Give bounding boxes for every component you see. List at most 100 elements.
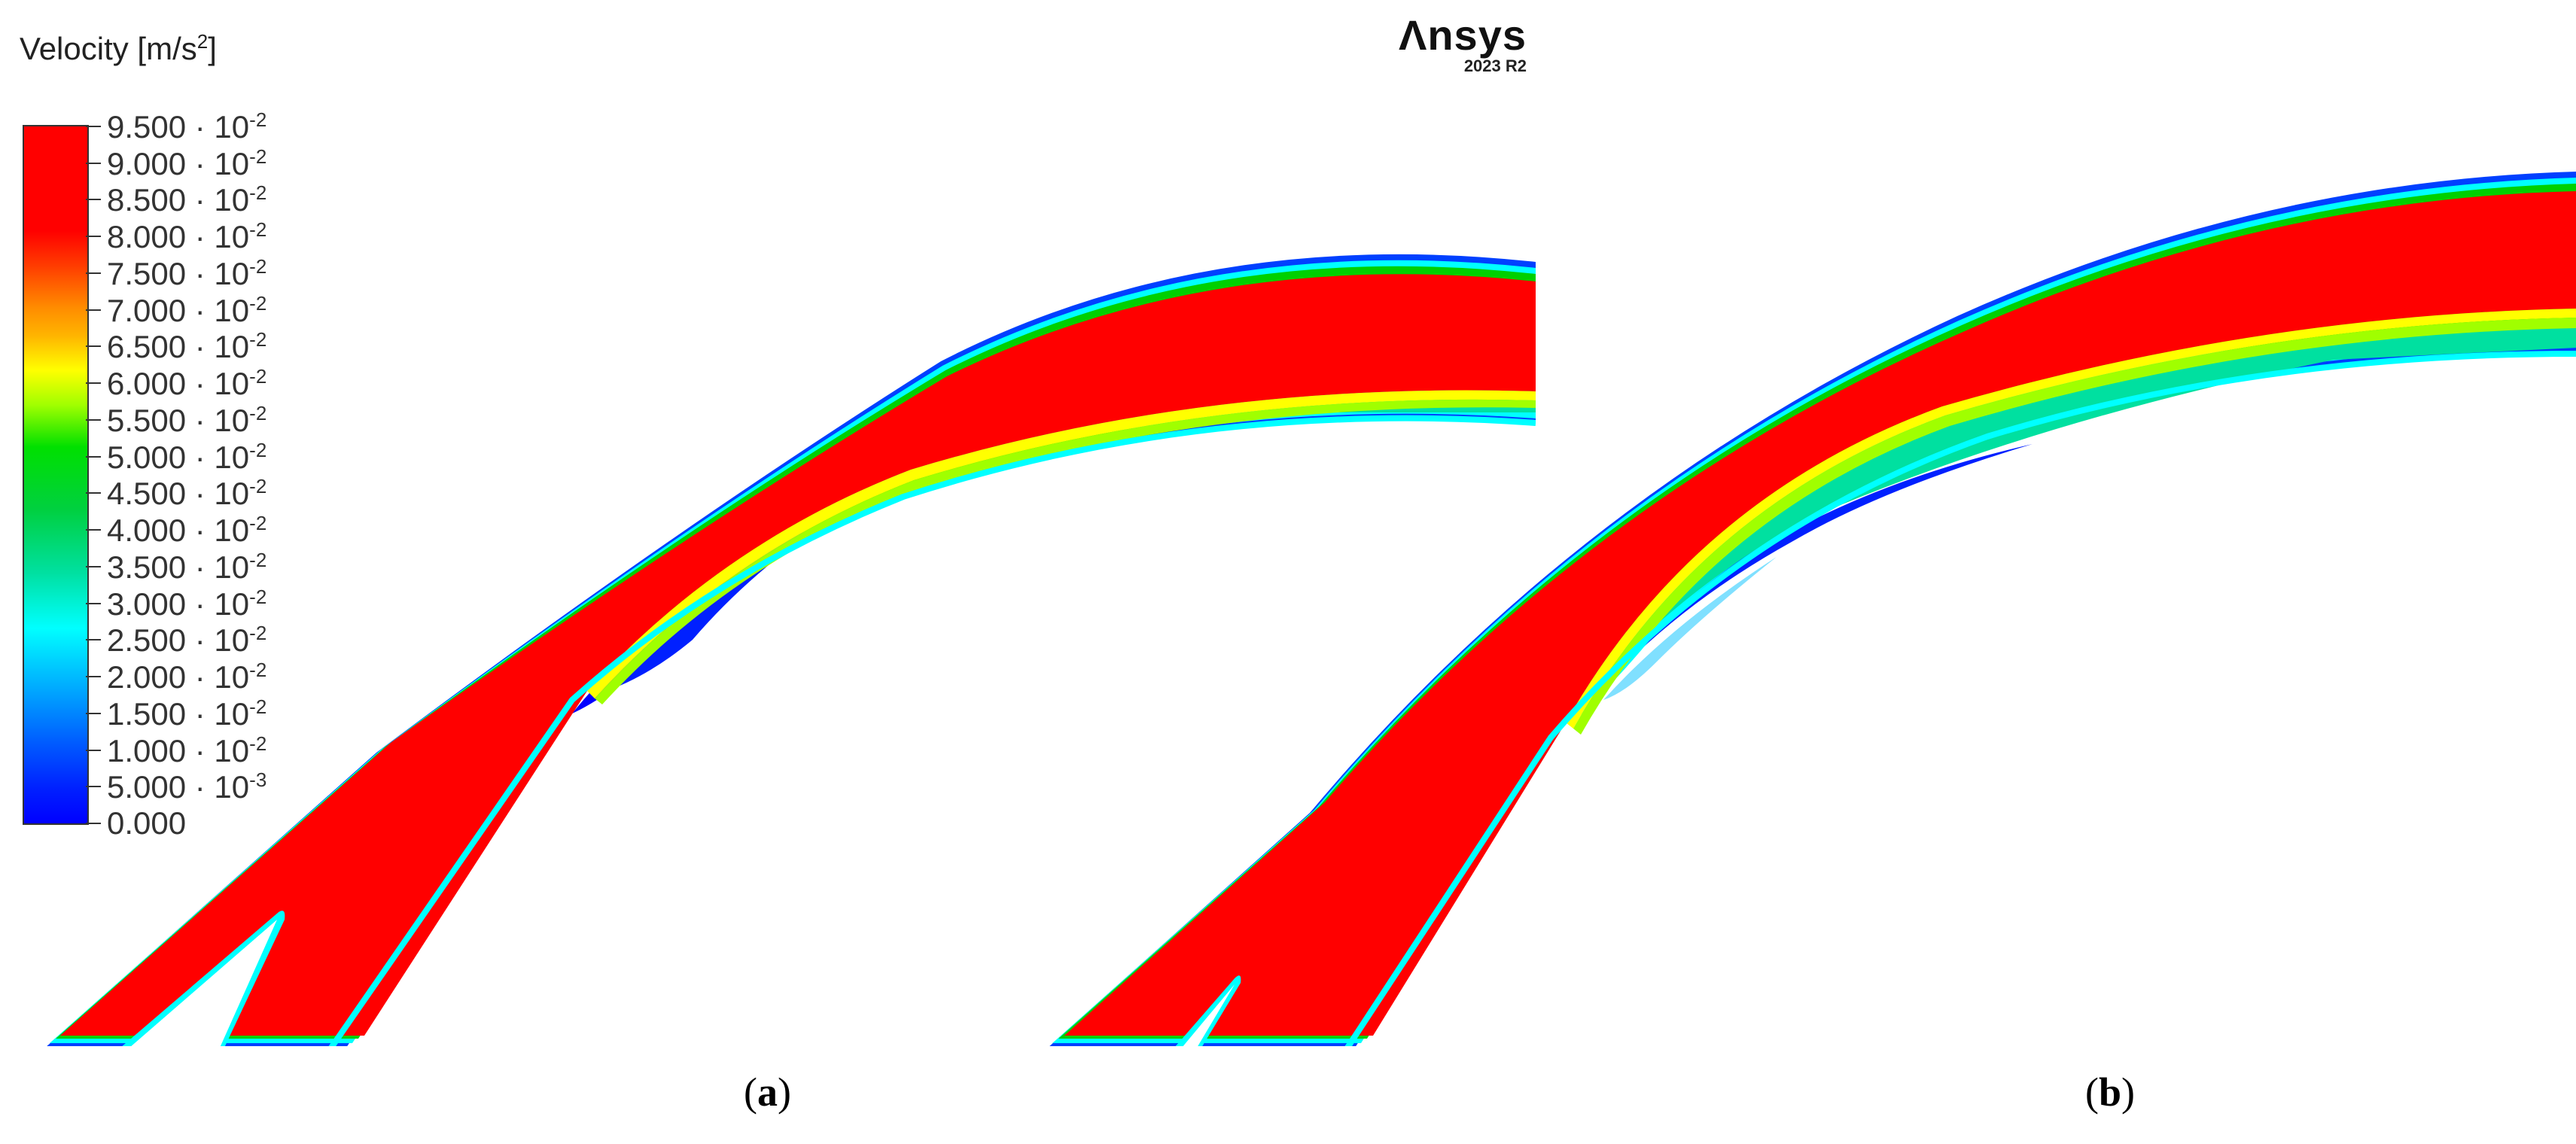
colorbar-tick-mantissa: 5.500 · 10: [107, 402, 250, 438]
panel-label-a-open: (: [744, 1069, 757, 1115]
colorbar-tick-label: 9.000 · 10-2: [107, 147, 266, 180]
colorbar-tick-mark: [86, 272, 101, 274]
colorbar-tick-label: 8.000 · 10-2: [107, 220, 266, 253]
colorbar-tick-mantissa: 7.000 · 10: [107, 292, 250, 328]
colorbar-tick-mantissa: 7.500 · 10: [107, 255, 250, 291]
panel-label-a: (a): [744, 1069, 791, 1115]
legend-title-text: Velocity [m/s: [20, 31, 197, 66]
colorbar-tick-exponent: -2: [249, 512, 267, 535]
panel-label-b-open: (: [2085, 1069, 2099, 1115]
colorbar-tick-mark: [86, 639, 101, 641]
colorbar-tick-mark: [86, 382, 101, 385]
panel-a-recirculation-zone: [557, 376, 1536, 723]
velocity-colorbar: [23, 125, 89, 825]
colorbar-tick-mantissa: 2.500 · 10: [107, 622, 250, 659]
ansys-logo: Λnsys 2023 R2: [1391, 11, 1527, 76]
colorbar-tick-label: 8.500 · 10-2: [107, 183, 266, 216]
colorbar-tick-mantissa: 6.000 · 10: [107, 366, 250, 402]
colorbar-tick-exponent: -2: [249, 254, 267, 278]
colorbar-tick-exponent: -2: [249, 108, 267, 131]
colorbar-tick-mantissa: 4.500 · 10: [107, 476, 250, 512]
legend-title-bracket: ]: [208, 31, 217, 66]
colorbar-tick-exponent: -2: [249, 695, 267, 718]
colorbar-tick-mantissa: 1.000 · 10: [107, 732, 250, 768]
panel-b-contour: [1049, 172, 2576, 1046]
colorbar-tick-exponent: -3: [249, 768, 267, 792]
colorbar-tick-mantissa: 2.000 · 10: [107, 659, 250, 695]
panel-label-b: (b): [2085, 1069, 2135, 1115]
colorbar-tick-mark: [86, 565, 101, 567]
colorbar-tick-exponent: -2: [249, 732, 267, 755]
colorbar-tick-label: 4.000 · 10-2: [107, 513, 266, 546]
colorbar-tick-mark: [86, 345, 101, 348]
colorbar-tick-label: 4.500 · 10-2: [107, 476, 266, 510]
colorbar-tick-label: 3.500 · 10-2: [107, 550, 266, 583]
colorbar-ticks: 9.500 · 10-2 9.000 · 10-2 8.500 · 10-2 8.00…: [23, 110, 339, 839]
colorbar-tick-exponent: -2: [249, 548, 267, 571]
colorbar-tick-exponent: -2: [249, 218, 267, 242]
colorbar-tick-label: 9.500 · 10-2: [107, 110, 266, 143]
colorbar-tick-mark: [86, 418, 101, 421]
colorbar-tick-exponent: -2: [249, 365, 267, 388]
panel-a-contour: [47, 254, 1536, 1046]
colorbar-tick-mantissa: 3.000 · 10: [107, 586, 250, 622]
colorbar-tick-mark: [86, 492, 101, 494]
colorbar-tick-exponent: -2: [249, 401, 267, 424]
colorbar-tick-exponent: -2: [249, 659, 267, 682]
colorbar-tick-mark: [86, 712, 101, 714]
colorbar-tick-label: 5.000 · 10-2: [107, 440, 266, 473]
colorbar-tick-label: 2.000 · 10-2: [107, 660, 266, 693]
panel-b-side-branch: [1175, 975, 1241, 1046]
panel-label-a-close: ): [777, 1069, 791, 1115]
colorbar-tick-mark: [86, 199, 101, 201]
colorbar-tick-label: 1.500 · 10-2: [107, 697, 266, 730]
colorbar-tick-mark: [86, 126, 101, 127]
colorbar-tick-mantissa: 8.000 · 10: [107, 219, 250, 255]
colorbar-tick-label: 1.000 · 10-2: [107, 734, 266, 767]
colorbar-tick-label: 7.500 · 10-2: [107, 257, 266, 290]
colorbar-tick-label: 2.500 · 10-2: [107, 623, 266, 656]
colorbar-tick-mark: [86, 786, 101, 788]
colorbar-tick-exponent: -2: [249, 328, 267, 351]
colorbar-tick-exponent: -2: [249, 291, 267, 315]
colorbar-tick-mantissa: 4.000 · 10: [107, 513, 250, 549]
colorbar-tick-label: 6.000 · 10-2: [107, 367, 266, 400]
legend-title-exponent: 2: [196, 30, 209, 53]
panel-label-a-letter: a: [757, 1069, 778, 1115]
colorbar-tick-label: 3.000 · 10-2: [107, 587, 266, 620]
colorbar-tick-exponent: -2: [249, 585, 267, 608]
colorbar-tick-label: 5.000 · 10-3: [107, 770, 266, 803]
colorbar-tick-mark: [86, 602, 101, 604]
colorbar-tick-mark: [86, 309, 101, 311]
colorbar-tick-mark: [86, 162, 101, 164]
panel-a-side-branch: [122, 911, 285, 1046]
colorbar-tick-exponent: -2: [249, 181, 267, 205]
colorbar-tick-mantissa: 5.000 · 10: [107, 769, 250, 805]
colorbar-tick-mark: [86, 823, 101, 824]
colorbar-tick-label: 7.000 · 10-2: [107, 294, 266, 327]
colorbar-tick-mantissa: 6.500 · 10: [107, 329, 250, 365]
colorbar-tick-exponent: -2: [249, 475, 267, 498]
colorbar-tick-mark: [86, 676, 101, 678]
panel-b-velocity-core: [1064, 191, 2576, 1036]
colorbar-tick-exponent: -2: [249, 145, 267, 168]
logo-version: 2023 R2: [1463, 56, 1527, 75]
legend-title: Velocity [m/s2]: [20, 30, 217, 67]
colorbar-tick-mantissa: 1.500 · 10: [107, 695, 250, 732]
colorbar-tick-mantissa: 0.000: [107, 805, 187, 841]
colorbar-tick-mantissa: 9.000 · 10: [107, 145, 250, 181]
colorbar-tick-mark: [86, 529, 101, 531]
colorbar-tick-mark: [86, 455, 101, 458]
colorbar-tick-mantissa: 5.000 · 10: [107, 439, 250, 475]
panel-label-b-close: ): [2121, 1069, 2136, 1115]
colorbar-tick-label: 0.000: [107, 808, 186, 839]
colorbar-tick-mantissa: 3.500 · 10: [107, 549, 250, 585]
colorbar-tick-mark: [86, 749, 101, 751]
panel-label-b-letter: b: [2098, 1069, 2122, 1115]
colorbar-tick-mantissa: 8.500 · 10: [107, 182, 250, 218]
colorbar-tick-mark: [86, 236, 101, 238]
colorbar-tick-label: 5.500 · 10-2: [107, 403, 266, 437]
colorbar-tick-label: 6.500 · 10-2: [107, 330, 266, 363]
colorbar-tick-mantissa: 9.500 · 10: [107, 109, 250, 145]
